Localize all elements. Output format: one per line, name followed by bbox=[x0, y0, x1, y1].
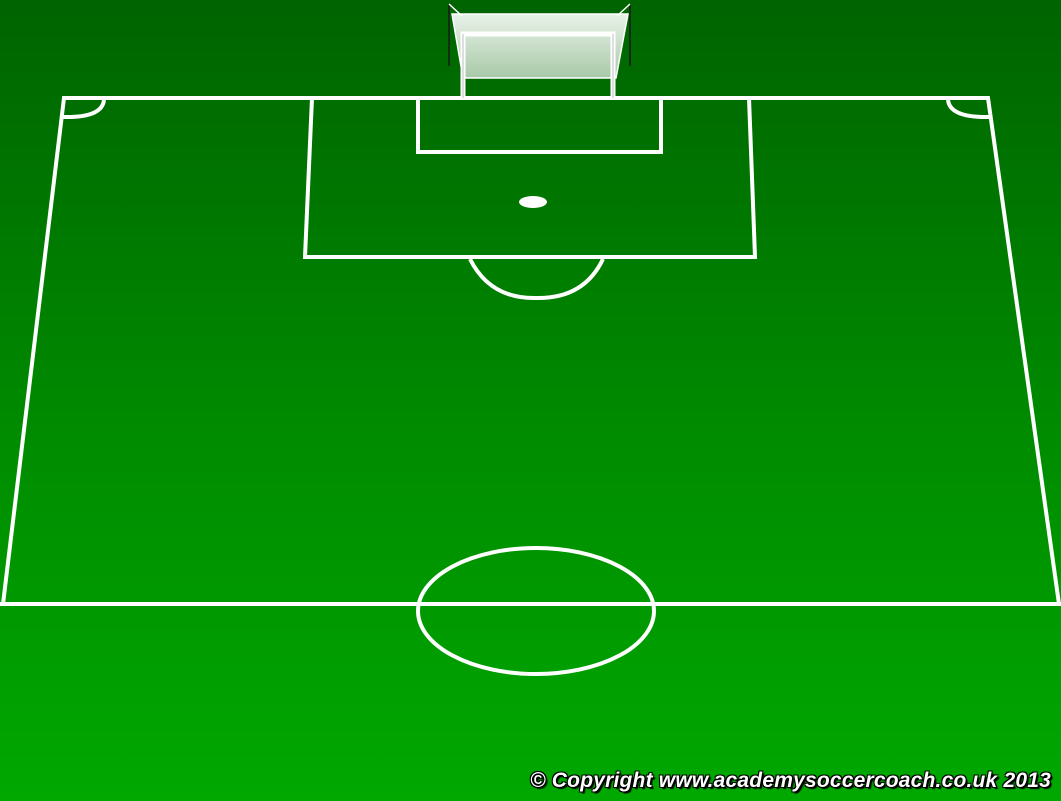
copyright-notice: © Copyright www.academysoccercoach.co.uk… bbox=[530, 769, 1051, 792]
penalty-arc bbox=[468, 258, 605, 301]
centre-circle bbox=[416, 546, 656, 676]
penalty-area bbox=[302, 97, 758, 259]
corner-arc-left bbox=[62, 99, 106, 120]
goal-net bbox=[451, 13, 629, 79]
goal bbox=[448, 3, 631, 98]
goal-area bbox=[416, 98, 663, 154]
penalty-spot bbox=[519, 196, 547, 208]
corner-arc-right bbox=[946, 99, 991, 120]
